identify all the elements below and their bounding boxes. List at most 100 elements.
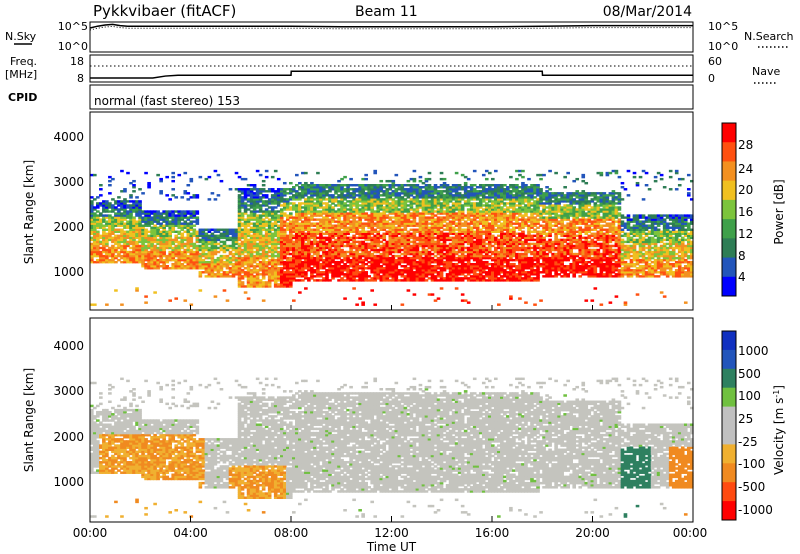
power-cell: [385, 216, 390, 219]
power-cell: [222, 275, 227, 278]
power-cell: [415, 208, 420, 211]
power-cell: [108, 206, 112, 209]
power-cell: [433, 240, 438, 244]
power-cell: [147, 234, 151, 238]
power-cell: [376, 260, 381, 264]
power-cell: [102, 234, 106, 238]
power-cell: [346, 212, 350, 215]
power-cell: [382, 273, 387, 276]
power-cell: [288, 232, 293, 236]
power-cell: [421, 246, 426, 250]
power-cell: [168, 267, 173, 270]
power-cell: [186, 216, 191, 219]
power-cell: [156, 242, 160, 246]
power-cell: [415, 238, 420, 242]
power-cell: [478, 262, 483, 266]
power-cell: [246, 190, 251, 193]
power-cell: [376, 273, 381, 276]
power-cell: [475, 224, 480, 227]
power-cell: [201, 238, 206, 242]
power-cell: [231, 271, 236, 274]
power-cell: [427, 186, 432, 189]
power-cell: [367, 267, 371, 270]
power-cell: [451, 232, 456, 236]
power-cell: [331, 244, 335, 248]
power-cell: [207, 260, 212, 264]
power-cell: [436, 236, 441, 240]
power-cell: [439, 279, 444, 282]
power-cell: [355, 244, 359, 248]
power-cell: [267, 236, 272, 240]
power-cell: [481, 184, 486, 187]
power-cell: [494, 230, 498, 233]
power-cell: [298, 242, 302, 246]
power-cell: [421, 210, 426, 213]
power-cell: [397, 238, 402, 242]
power-cell: [141, 220, 145, 223]
power-cell: [138, 246, 142, 250]
power-cell: [367, 242, 371, 246]
power-cell: [310, 273, 314, 276]
power-cell: [144, 248, 148, 252]
power-cell: [460, 250, 465, 254]
power-cell: [129, 226, 133, 229]
power-cell: [475, 202, 480, 205]
power-cell: [298, 256, 302, 260]
power-cell: [319, 279, 323, 282]
power-cell: [93, 250, 97, 254]
power-cell: [463, 250, 468, 254]
power-cell: [388, 202, 393, 205]
power-cell: [237, 232, 242, 236]
power-cell: [439, 226, 444, 229]
power-cell: [436, 186, 441, 189]
power-cell: [240, 258, 245, 262]
power-cell: [382, 214, 387, 217]
power-cell: [90, 200, 94, 203]
power-cell: [373, 202, 378, 205]
power-cell: [451, 250, 456, 254]
power-cell: [403, 198, 408, 201]
power-cell: [466, 228, 471, 231]
power-cell: [373, 190, 378, 193]
power-cell: [237, 198, 242, 201]
power-cell: [105, 248, 109, 252]
power-cell: [343, 252, 347, 256]
power-cell: [270, 265, 275, 268]
power-cell: [412, 232, 417, 236]
power-cell: [310, 188, 314, 191]
power-cell: [165, 212, 169, 215]
power-cell: [352, 279, 356, 282]
power-cell: [132, 258, 136, 262]
power-cell: [279, 216, 284, 219]
power-cell: [494, 269, 498, 272]
power-cell: [171, 252, 176, 256]
power-cell: [421, 240, 426, 244]
power-cell: [424, 273, 429, 276]
power-cell: [117, 238, 121, 242]
power-cell: [418, 204, 423, 207]
power-cell: [189, 267, 194, 270]
power-cell: [313, 258, 317, 262]
power-cell: [385, 179, 390, 183]
power-cell: [123, 222, 127, 225]
power-cell: [282, 246, 287, 250]
power-cell: [361, 202, 365, 205]
power-cell: [448, 265, 453, 268]
power-cell: [201, 244, 206, 248]
power-cell: [292, 299, 296, 302]
power-cell: [487, 212, 492, 215]
power-cell: [207, 234, 212, 238]
power-cell: [316, 196, 320, 199]
power-cell: [171, 222, 176, 225]
power-cell: [301, 228, 305, 231]
power-cell: [201, 242, 206, 246]
power-cell: [376, 271, 381, 274]
power-cell: [264, 242, 269, 246]
power-cell: [352, 234, 356, 238]
power-cell: [99, 194, 103, 197]
power-cell: [346, 188, 350, 191]
power-cell: [481, 250, 486, 254]
power-cell: [382, 254, 387, 258]
power-cell: [243, 254, 248, 258]
power-cell: [415, 277, 420, 280]
